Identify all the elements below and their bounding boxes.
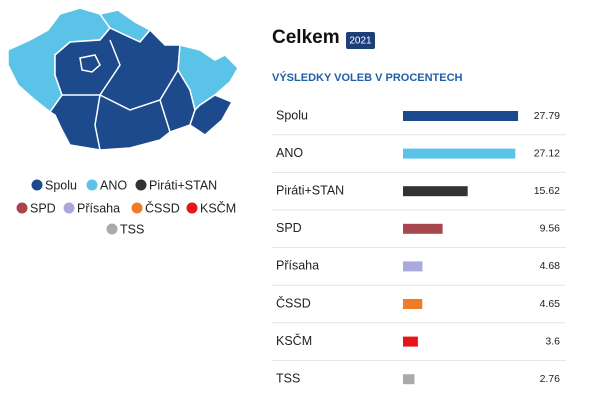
category-label: ČSSD xyxy=(276,295,311,310)
bar xyxy=(403,111,519,121)
legend-marker xyxy=(106,223,118,235)
legend-marker xyxy=(86,179,98,191)
legend-marker xyxy=(131,202,143,214)
legend-marker xyxy=(135,179,147,191)
legend-label: SPD xyxy=(30,201,56,215)
bar xyxy=(403,336,418,347)
badge: 2021 xyxy=(349,36,372,47)
map xyxy=(7,7,239,151)
legend-marker xyxy=(16,202,28,214)
category-label: TSS xyxy=(276,371,300,385)
bar xyxy=(403,223,443,234)
legend-marker xyxy=(31,179,43,191)
title: Celkem xyxy=(272,27,340,48)
legend: Spolu ANO Piráti+STAN SPD Přísaha ČSSD KSČM TSS xyxy=(16,178,236,236)
legend-label: TSS xyxy=(120,222,144,236)
value-label: 2.76 xyxy=(540,373,561,385)
map-region xyxy=(177,44,239,112)
bar xyxy=(403,374,415,385)
legend-label: ČSSD xyxy=(145,200,180,215)
value-label: 4.65 xyxy=(540,298,561,310)
category-label: Přísaha xyxy=(276,259,319,273)
value-label: 9.56 xyxy=(540,223,561,235)
category-label: Spolu xyxy=(276,108,308,122)
bar xyxy=(403,148,516,159)
bar xyxy=(403,299,423,309)
bar xyxy=(403,186,468,197)
value-label: 4.68 xyxy=(540,260,561,272)
value-label: 27.12 xyxy=(534,147,560,159)
category-label: Piráti+STAN xyxy=(276,183,344,197)
value-label: 27.79 xyxy=(534,110,560,122)
map-region xyxy=(62,39,179,151)
category-label: KSČM xyxy=(276,333,312,348)
legend-label: Spolu xyxy=(45,178,77,192)
bar xyxy=(403,261,423,272)
category-label: SPD xyxy=(276,221,302,235)
map-region xyxy=(48,27,196,151)
map-region xyxy=(189,94,234,136)
legend-label: KSČM xyxy=(200,200,236,215)
value-label: 15.62 xyxy=(534,185,560,197)
legend-label: ANO xyxy=(100,178,127,192)
badge-bg xyxy=(346,32,375,49)
legend-marker xyxy=(186,202,198,214)
legend-label: Piráti+STAN xyxy=(149,178,217,192)
subtitle: VÝSLEDKY VOLEB V PROCENTECH xyxy=(272,71,463,84)
value-label: 3.6 xyxy=(545,335,560,347)
legend-label: Přísaha xyxy=(77,201,120,215)
legend-marker xyxy=(63,202,75,214)
category-label: ANO xyxy=(276,146,303,160)
